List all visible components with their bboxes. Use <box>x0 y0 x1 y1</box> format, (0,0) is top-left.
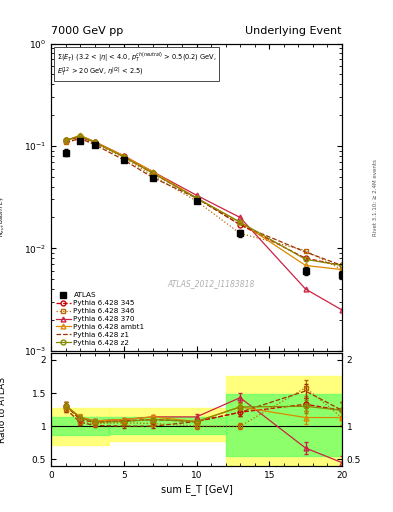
Pythia 6.428 ambt1 <box>238 219 242 225</box>
Pythia 6.428 ambt1 <box>151 168 155 175</box>
Pythia 6.428 ambt1 <box>121 153 126 159</box>
Pythia 6.428 370 <box>63 137 68 143</box>
Pythia 6.428 ambt1 <box>340 267 344 273</box>
Pythia 6.428 370 <box>194 192 199 198</box>
Pythia 6.428 370 <box>151 168 155 175</box>
Pythia 6.428 346 <box>340 267 344 273</box>
Pythia 6.428 z2 <box>78 133 83 139</box>
Pythia 6.428 345 <box>238 222 242 228</box>
Line: Pythia 6.428 ambt1: Pythia 6.428 ambt1 <box>63 133 344 272</box>
Text: Underlying Event: Underlying Event <box>245 26 342 36</box>
Y-axis label: Ratio to ATLAS: Ratio to ATLAS <box>0 377 7 442</box>
Pythia 6.428 346 <box>151 173 155 179</box>
Pythia 6.428 ambt1 <box>303 262 308 268</box>
Pythia 6.428 370 <box>303 286 308 292</box>
Line: Pythia 6.428 370: Pythia 6.428 370 <box>63 134 344 312</box>
Line: Pythia 6.428 346: Pythia 6.428 346 <box>63 136 344 272</box>
Text: Rivet 3.1.10; ≥ 2.4M events: Rivet 3.1.10; ≥ 2.4M events <box>373 159 378 236</box>
Pythia 6.428 z1 <box>92 141 97 147</box>
Pythia 6.428 ambt1 <box>194 195 199 201</box>
Pythia 6.428 z1 <box>194 195 199 201</box>
Pythia 6.428 346 <box>121 155 126 161</box>
Pythia 6.428 z2 <box>194 195 199 201</box>
Line: Pythia 6.428 z1: Pythia 6.428 z1 <box>66 139 342 265</box>
Pythia 6.428 370 <box>121 153 126 159</box>
Pythia 6.428 346 <box>303 247 308 253</box>
Pythia 6.428 ambt1 <box>78 132 83 138</box>
Pythia 6.428 346 <box>63 139 68 145</box>
Pythia 6.428 370 <box>340 307 344 313</box>
Pythia 6.428 345 <box>63 137 68 143</box>
Pythia 6.428 346 <box>78 136 83 142</box>
Text: ATLAS_2012_I1183818: ATLAS_2012_I1183818 <box>167 279 255 288</box>
Y-axis label: $\frac{1}{N_{evt}}\frac{dN_{evt}}{dsum\ E_T}$ [GeV$^{-1}$]: $\frac{1}{N_{evt}}\frac{dN_{evt}}{dsum\ … <box>0 157 7 237</box>
Line: Pythia 6.428 z2: Pythia 6.428 z2 <box>63 134 344 268</box>
Pythia 6.428 345 <box>121 153 126 159</box>
Pythia 6.428 346 <box>92 140 97 146</box>
Legend: ATLAS, Pythia 6.428 345, Pythia 6.428 346, Pythia 6.428 370, Pythia 6.428 ambt1,: ATLAS, Pythia 6.428 345, Pythia 6.428 34… <box>55 291 146 347</box>
Pythia 6.428 370 <box>92 139 97 145</box>
Pythia 6.428 370 <box>238 215 242 221</box>
Pythia 6.428 345 <box>194 195 199 201</box>
X-axis label: sum E_T [GeV]: sum E_T [GeV] <box>161 484 232 495</box>
Text: 7000 GeV pp: 7000 GeV pp <box>51 26 123 36</box>
Pythia 6.428 ambt1 <box>63 137 68 143</box>
Pythia 6.428 345 <box>303 255 308 261</box>
Pythia 6.428 z2 <box>92 139 97 145</box>
Pythia 6.428 346 <box>194 198 199 204</box>
Pythia 6.428 z1 <box>63 139 68 145</box>
Pythia 6.428 z2 <box>303 257 308 263</box>
Pythia 6.428 345 <box>340 262 344 268</box>
Pythia 6.428 z1 <box>303 249 308 255</box>
Pythia 6.428 z1 <box>121 157 126 163</box>
Pythia 6.428 346 <box>238 230 242 237</box>
Pythia 6.428 z1 <box>78 136 83 142</box>
Pythia 6.428 370 <box>78 133 83 139</box>
Pythia 6.428 z2 <box>63 137 68 143</box>
Pythia 6.428 z1 <box>151 175 155 181</box>
Pythia 6.428 z1 <box>340 262 344 268</box>
Pythia 6.428 ambt1 <box>92 139 97 145</box>
Pythia 6.428 345 <box>151 170 155 177</box>
Pythia 6.428 345 <box>78 134 83 140</box>
Line: Pythia 6.428 345: Pythia 6.428 345 <box>63 135 344 268</box>
Text: $\Sigma(E_T)$ (3.2 < |$\eta$| < 4.0, $p_T^{ch(neutral)}$ > 0.5(0.2) GeV,
$E_T^{l: $\Sigma(E_T)$ (3.2 < |$\eta$| < 4.0, $p_… <box>57 50 217 79</box>
Pythia 6.428 z2 <box>121 154 126 160</box>
Pythia 6.428 z2 <box>238 219 242 225</box>
Pythia 6.428 z1 <box>238 222 242 228</box>
Pythia 6.428 z2 <box>340 262 344 268</box>
Pythia 6.428 345 <box>92 139 97 145</box>
Pythia 6.428 z2 <box>151 170 155 177</box>
